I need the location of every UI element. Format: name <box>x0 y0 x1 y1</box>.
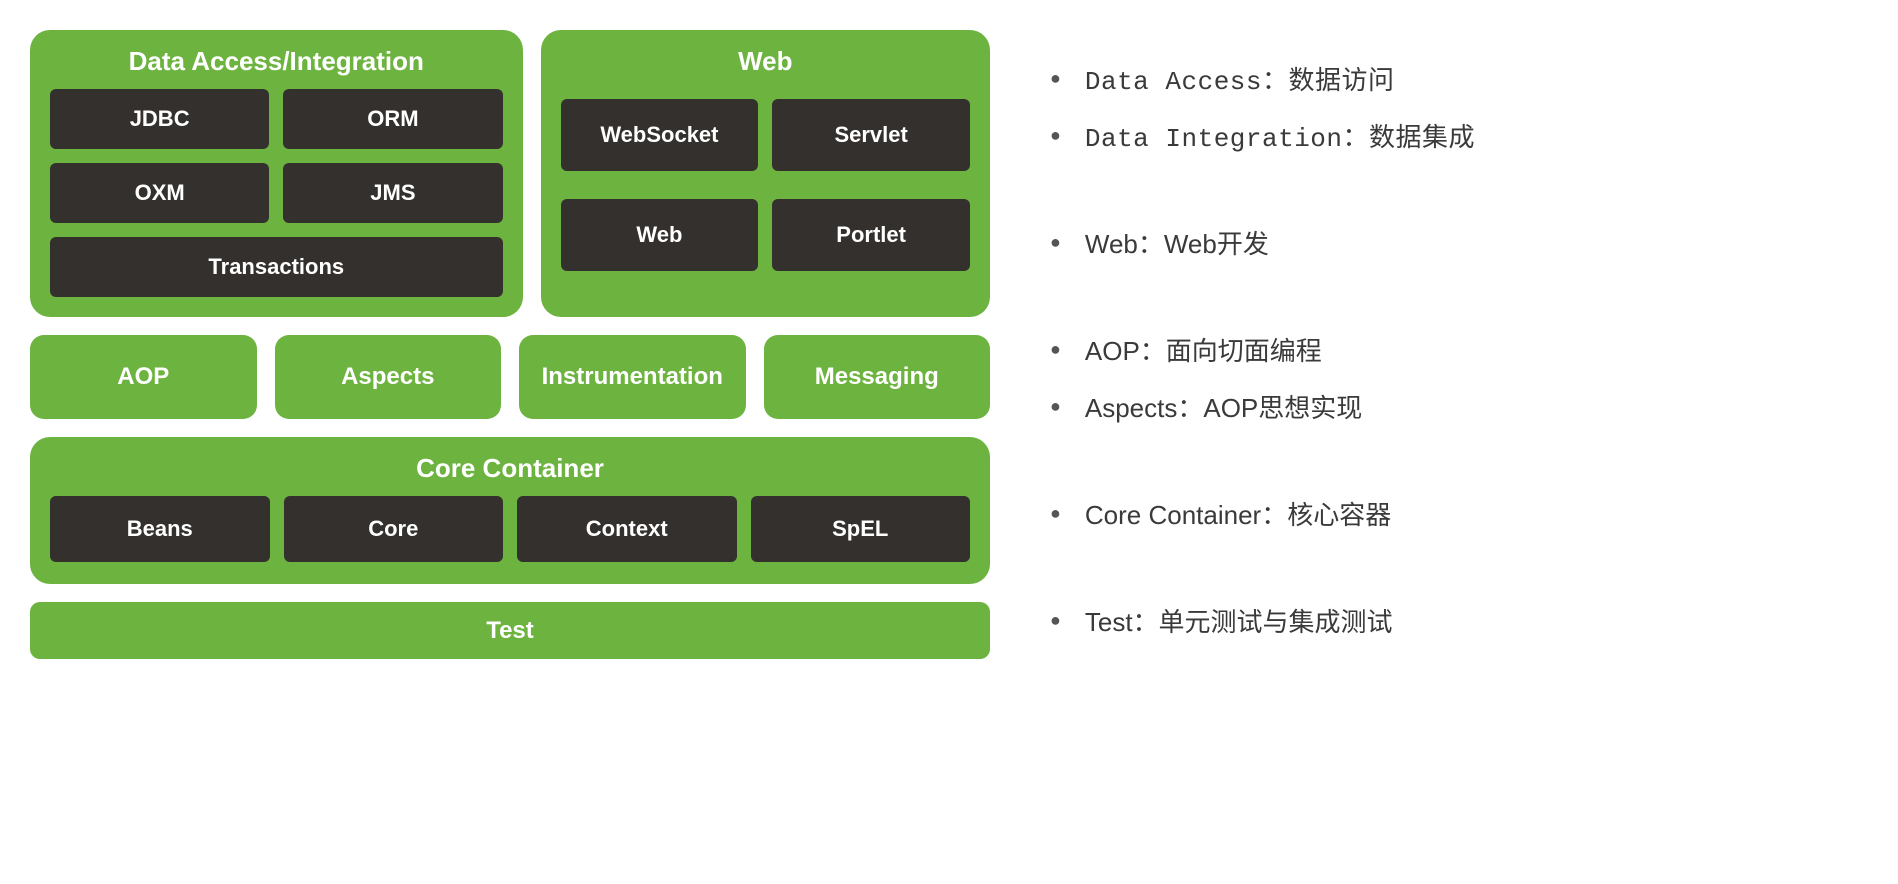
top-row: Data Access/Integration JDBC ORM OXM JMS… <box>30 30 990 317</box>
portlet-box: Portlet <box>772 199 970 271</box>
legend-label: Test：单元测试与集成测试 <box>1085 602 1393 639</box>
core-box: Core <box>284 496 504 562</box>
web-box: Web <box>561 199 759 271</box>
core-container: Core Container Beans Core Context SpEL <box>30 437 990 584</box>
test-box: Test <box>30 602 990 659</box>
context-box: Context <box>517 496 737 562</box>
legend-label: Core Container：核心容器 <box>1085 495 1391 532</box>
aspects-box: Aspects <box>275 335 502 419</box>
legend-item: Web：Web开发 <box>1050 224 1868 261</box>
data-access-grid: JDBC ORM OXM JMS Transactions <box>50 89 503 297</box>
middle-row: AOP Aspects Instrumentation Messaging <box>30 335 990 419</box>
legend-item: Aspects：AOP思想实现 <box>1050 388 1868 425</box>
messaging-box: Messaging <box>764 335 991 419</box>
data-access-container: Data Access/Integration JDBC ORM OXM JMS… <box>30 30 523 317</box>
legend-label: Data Integration：数据集成 <box>1085 117 1475 154</box>
data-access-title: Data Access/Integration <box>129 46 424 77</box>
web-container: Web WebSocket Servlet Web Portlet <box>541 30 990 317</box>
legend-item: Core Container：核心容器 <box>1050 495 1868 532</box>
web-grid: WebSocket Servlet Web Portlet <box>561 89 970 271</box>
transactions-box: Transactions <box>50 237 503 297</box>
websocket-box: WebSocket <box>561 99 759 171</box>
legend-item: AOP：面向切面编程 <box>1050 331 1868 368</box>
legend-item: Data Access：数据访问 <box>1050 60 1868 97</box>
aop-box: AOP <box>30 335 257 419</box>
legend-item: Data Integration：数据集成 <box>1050 117 1868 154</box>
legend-item: Test：单元测试与集成测试 <box>1050 602 1868 639</box>
jdbc-box: JDBC <box>50 89 269 149</box>
legend-label: Aspects：AOP思想实现 <box>1085 388 1362 425</box>
servlet-box: Servlet <box>772 99 970 171</box>
legend-label: AOP：面向切面编程 <box>1085 331 1322 368</box>
orm-box: ORM <box>283 89 502 149</box>
core-title: Core Container <box>416 453 604 484</box>
legend: Data Access：数据访问 Data Integration：数据集成 W… <box>1050 30 1868 659</box>
instrumentation-box: Instrumentation <box>519 335 746 419</box>
legend-label: Data Access：数据访问 <box>1085 60 1395 97</box>
architecture-diagram: Data Access/Integration JDBC ORM OXM JMS… <box>30 30 990 659</box>
oxm-box: OXM <box>50 163 269 223</box>
jms-box: JMS <box>283 163 502 223</box>
beans-box: Beans <box>50 496 270 562</box>
web-title: Web <box>738 46 792 77</box>
spel-box: SpEL <box>751 496 971 562</box>
legend-label: Web：Web开发 <box>1085 224 1269 261</box>
